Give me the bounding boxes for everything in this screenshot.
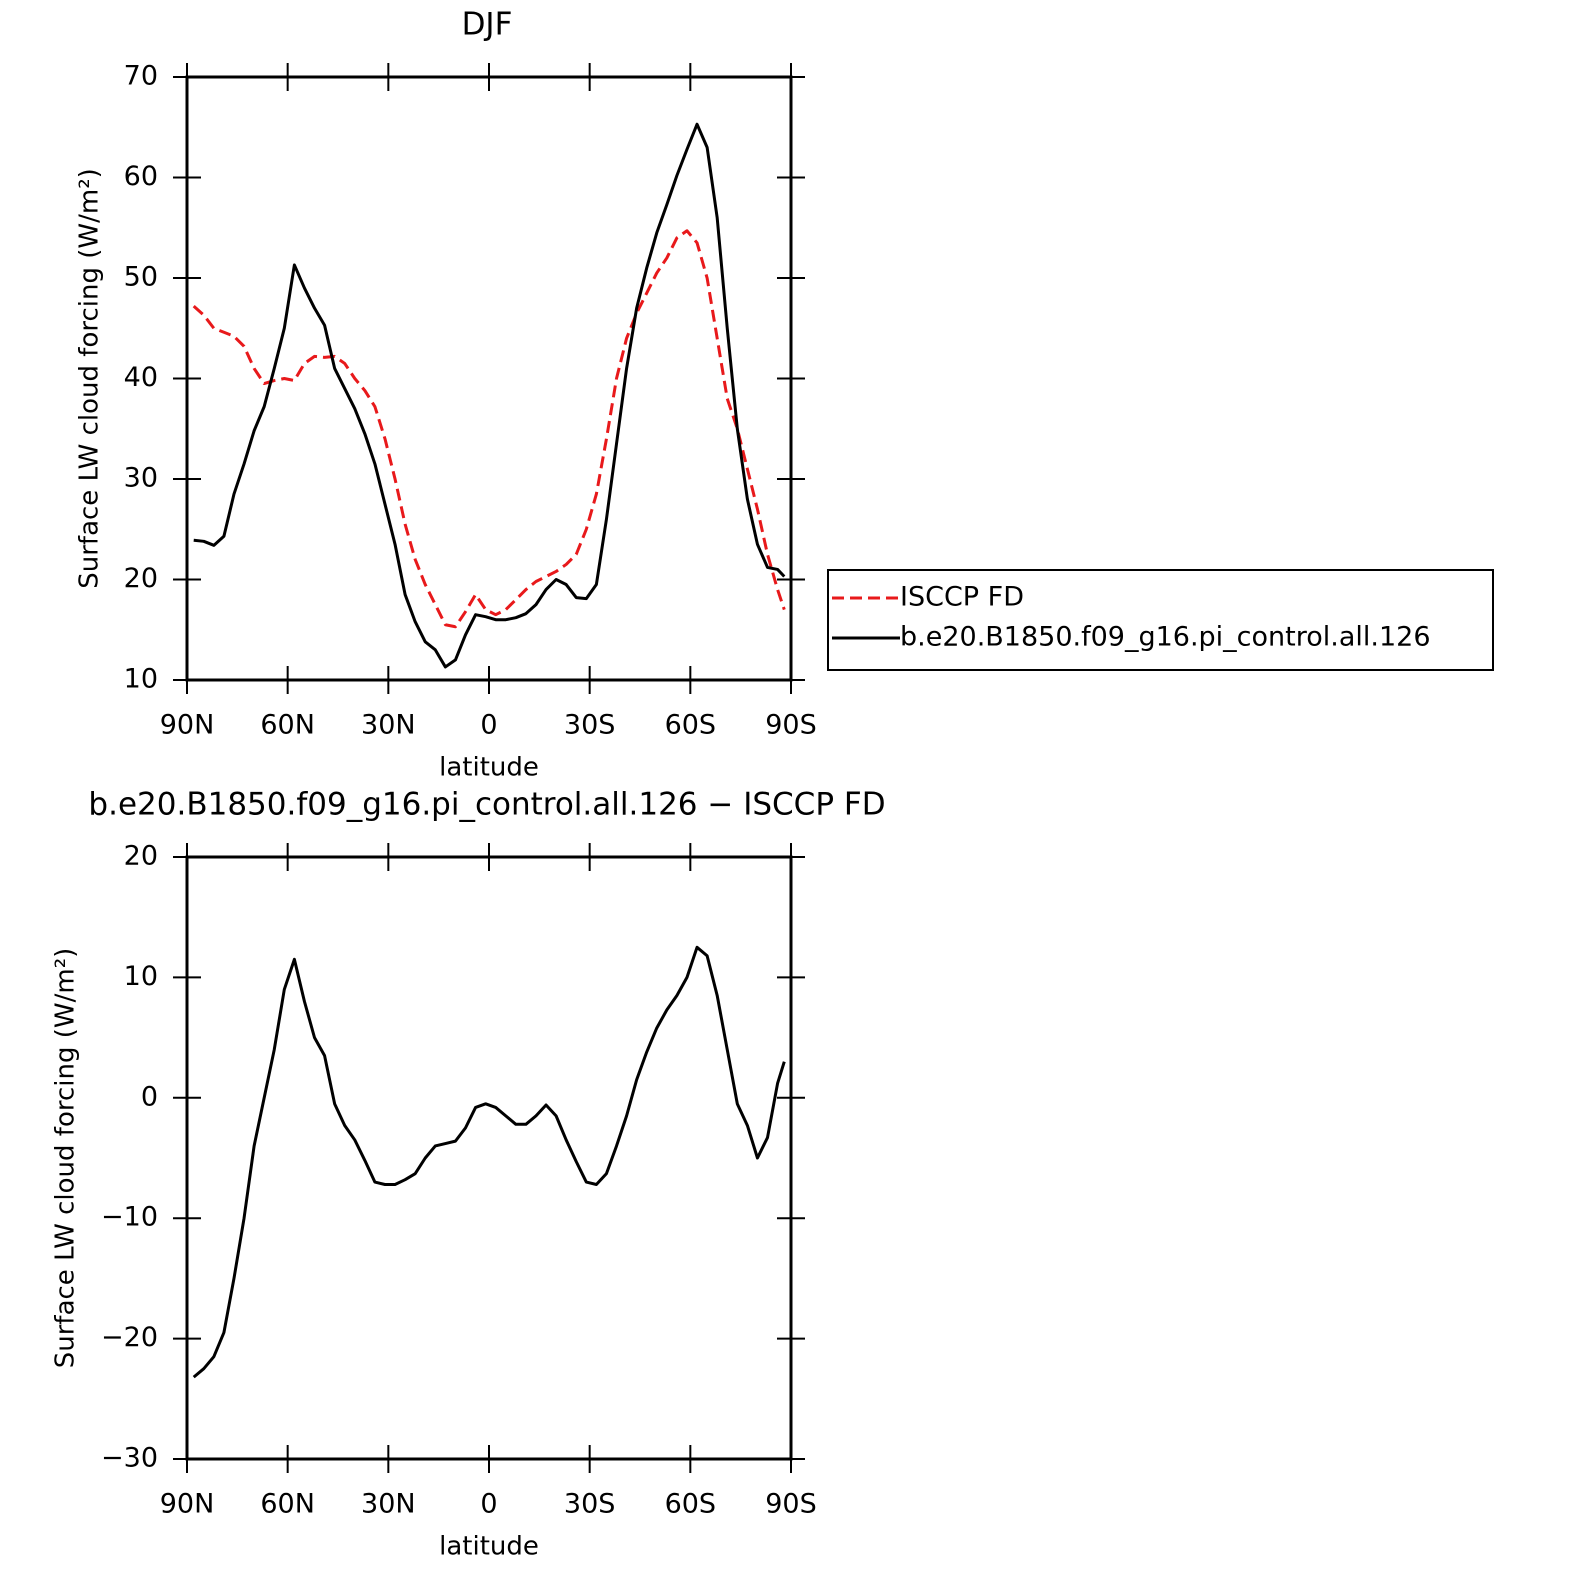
y-tick-label: −20: [101, 1322, 158, 1353]
x-tick-label: 30S: [564, 710, 616, 741]
y-tick-label: −10: [101, 1202, 158, 1233]
x-tick-label: 90S: [765, 710, 817, 741]
x-tick-label: 60S: [665, 710, 717, 741]
x-tick-label: 90N: [160, 710, 215, 741]
x-tick-label: 90S: [765, 1489, 817, 1520]
y-tick-label: 30: [124, 463, 158, 494]
y-tick-label: 0: [141, 1081, 158, 1112]
y-tick-label: 60: [124, 161, 158, 192]
y-tick-label: 10: [124, 961, 158, 992]
chart-title: DJF: [462, 7, 513, 43]
x-tick-label: 30S: [564, 1489, 616, 1520]
y-tick-label: 50: [124, 262, 158, 293]
x-tick-label: 0: [480, 710, 497, 741]
series-line: [192, 945, 786, 1379]
x-tick-label: 90N: [160, 1489, 215, 1520]
chart-title: b.e20.B1850.f09_g16.pi_control.all.126 −…: [88, 787, 885, 823]
y-axis-label: Surface LW cloud forcing (W/m²): [51, 948, 81, 1369]
x-axis-label: latitude: [439, 1532, 539, 1562]
legend-box: [827, 569, 1494, 671]
y-tick-label: 20: [124, 841, 158, 872]
series-line: [192, 229, 786, 629]
x-tick-label: 60N: [260, 1489, 315, 1520]
series-line: [193, 122, 786, 669]
x-tick-label: 30N: [361, 710, 416, 741]
legend-label: ISCCP FD: [900, 582, 1024, 613]
x-tick-label: 60N: [260, 710, 315, 741]
x-tick-label: 60S: [665, 1489, 717, 1520]
y-tick-label: 40: [124, 362, 158, 393]
legend-label: b.e20.B1850.f09_g16.pi_control.all.126: [900, 622, 1431, 653]
y-axis-label: Surface LW cloud forcing (W/m²): [75, 168, 105, 589]
y-tick-label: 20: [124, 563, 158, 594]
y-tick-label: 70: [124, 61, 158, 92]
plot-frame: [185, 855, 793, 1461]
y-tick-label: −30: [101, 1443, 158, 1474]
plot-frame: [185, 75, 793, 682]
y-tick-label: 10: [124, 664, 158, 695]
x-axis-label: latitude: [439, 753, 539, 783]
x-tick-label: 0: [480, 1489, 497, 1520]
x-tick-label: 30N: [361, 1489, 416, 1520]
